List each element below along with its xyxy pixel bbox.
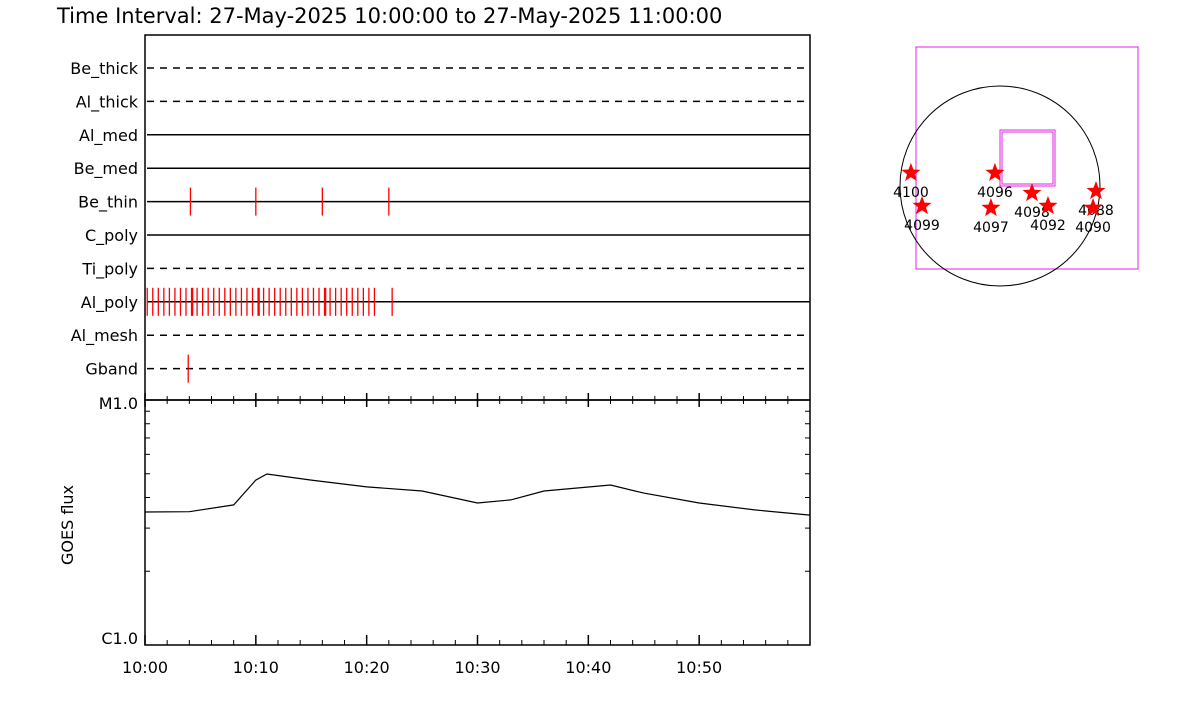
- row-label: Al_thick: [76, 92, 139, 112]
- x-tick-label: 10:50: [676, 658, 722, 677]
- y-tick-label: M1.0: [99, 394, 138, 413]
- row-label: Al_mesh: [71, 326, 138, 346]
- chart-title: Time Interval: 27-May-2025 10:00:00 to 2…: [56, 4, 722, 28]
- region-label: 4090: [1075, 220, 1111, 236]
- region-label: 4096: [977, 185, 1013, 201]
- region-label: 4092: [1030, 218, 1066, 234]
- region-label: 4100: [893, 185, 929, 201]
- region-label: 4097: [973, 220, 1009, 236]
- goes-curve: [144, 473, 811, 516]
- row-label: Ti_poly: [81, 259, 138, 279]
- y-tick-label: C1.0: [101, 629, 138, 648]
- solar-disk: [899, 85, 1101, 287]
- fov-box: [915, 46, 1139, 270]
- row-label: Be_thin: [78, 193, 138, 213]
- row-label: Be_med: [74, 159, 138, 179]
- x-tick-label: 10:20: [344, 658, 390, 677]
- region-label: 4099: [904, 218, 940, 234]
- row-label: Gband: [85, 360, 138, 379]
- fov-inner: [1001, 131, 1054, 185]
- fov-inner: [999, 129, 1056, 187]
- region-label: 4098: [1014, 205, 1050, 221]
- goes-frame: [144, 399, 811, 646]
- timeline-frame: [144, 34, 811, 401]
- row-label: Al_poly: [81, 293, 138, 313]
- x-tick-label: 10:30: [454, 658, 500, 677]
- row-label: C_poly: [85, 226, 138, 246]
- x-tick-label: 10:10: [233, 658, 279, 677]
- active-region: [901, 162, 921, 181]
- x-tick-label: 10:40: [565, 658, 611, 677]
- active-region: [1022, 183, 1042, 202]
- x-tick-label: 10:00: [122, 658, 168, 677]
- active-region: [912, 196, 932, 215]
- active-region: [1038, 196, 1058, 215]
- row-label: Al_med: [79, 126, 138, 146]
- y-axis-label: GOES flux: [58, 485, 77, 565]
- active-region: [1083, 198, 1103, 217]
- active-region: [1086, 181, 1106, 200]
- row-label: Be_thick: [70, 59, 138, 79]
- active-region: [981, 198, 1001, 217]
- active-region: [985, 162, 1005, 181]
